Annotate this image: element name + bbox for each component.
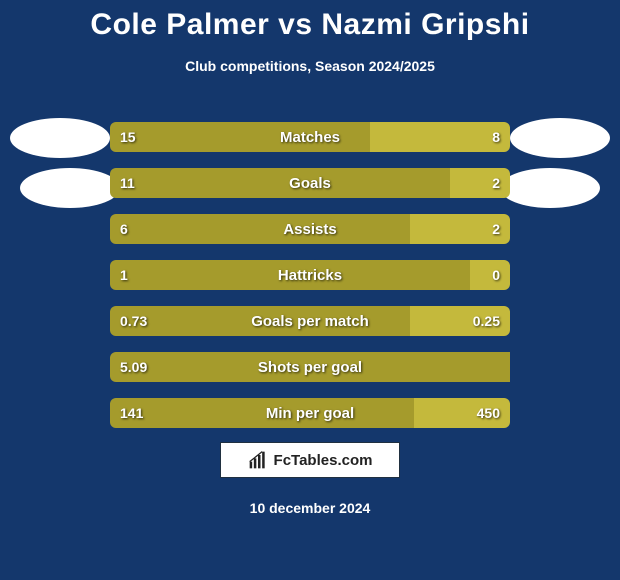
- player2-avatar-bottom: [500, 168, 600, 208]
- bar-right: [410, 306, 510, 336]
- bar-left: [110, 168, 450, 198]
- bar-left: [110, 122, 370, 152]
- bar-left: [110, 214, 410, 244]
- brand-text: FcTables.com: [274, 452, 373, 469]
- stat-row: Hattricks10: [110, 260, 510, 290]
- brand-badge: FcTables.com: [220, 442, 400, 478]
- bar-left: [110, 306, 410, 336]
- bar-right: [370, 122, 510, 152]
- bar-left: [110, 260, 470, 290]
- bar-right: [410, 214, 510, 244]
- stat-row: Goals112: [110, 168, 510, 198]
- stat-row: Min per goal141450: [110, 398, 510, 428]
- page-title: Cole Palmer vs Nazmi Gripshi: [0, 0, 620, 42]
- player1-avatar-bottom: [20, 168, 120, 208]
- stat-row: Goals per match0.730.25: [110, 306, 510, 336]
- stat-row: Assists62: [110, 214, 510, 244]
- bar-left: [110, 352, 510, 382]
- page-subtitle: Club competitions, Season 2024/2025: [0, 58, 620, 74]
- comparison-chart: Matches158 Goals112 Assists62 Hattricks10 Go…: [110, 122, 510, 444]
- player2-avatar-top: [510, 118, 610, 158]
- footer-date: 10 december 2024: [0, 500, 620, 516]
- bar-right: [414, 398, 510, 428]
- bar-right: [470, 260, 510, 290]
- stat-row: Shots per goal5.09: [110, 352, 510, 382]
- bar-right: [450, 168, 510, 198]
- player1-avatar-top: [10, 118, 110, 158]
- stat-row: Matches158: [110, 122, 510, 152]
- bar-left: [110, 398, 414, 428]
- chart-icon: [248, 450, 268, 470]
